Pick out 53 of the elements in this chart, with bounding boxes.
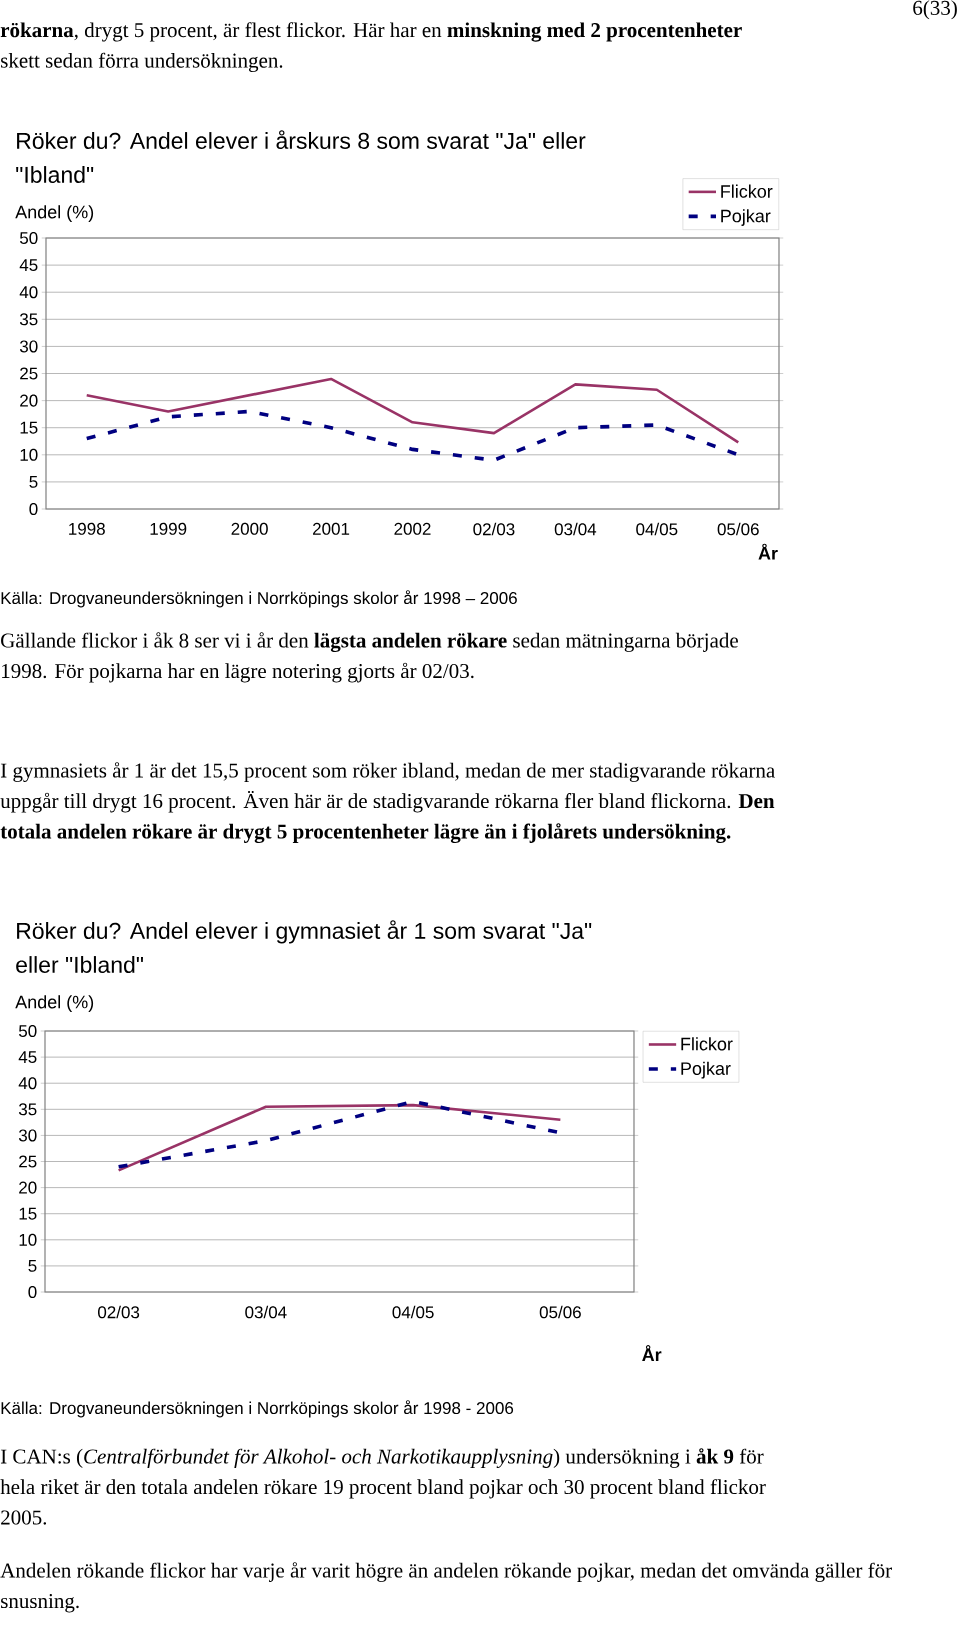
legend-label: Flickor [681,1037,733,1051]
y-tick-label: 0 [29,502,38,516]
y-tick-label: 35 [18,1103,37,1116]
text: I gymnasiets år 1 är det 15,5 procent som röker ibland, medan de mer stadigvarande rökarna uppgår till drygt 16 procent. Även här är de stadigvarande rökarna fler bland flickorna. Den totala andelen rökare är drygt 5 procentenheter lägre än i fjolårets undersökning. [0,762,775,844]
y-tick-label: 35 [19,313,38,326]
text: Källa: Drogvaneundersökningen i Norrköpings skolor år 1998 - 2006 [1,1400,514,1418]
x-tick-label: 2002 [394,522,431,535]
x-tick-label: 02/03 [473,522,515,536]
x-tick-label: 1999 [150,522,187,535]
y-tick-label: 20 [19,1181,37,1194]
y-tick-label: 20 [20,394,38,407]
x-tick-label: 02/03 [98,1305,140,1319]
x-tick-label: 1998 [69,522,105,535]
x-tick-label: 05/06 [717,522,759,536]
x-tick-label: 03/04 [554,522,597,536]
text: Andelen rökande flickor har varje år varit högre än andelen rökande pojkar, medan det omvända gäller för snusning. [0,1562,892,1613]
y-tick-label: 0 [28,1285,37,1299]
x-tick-label: 2001 [313,522,350,535]
y-tick-label: 40 [19,286,38,299]
y-tick-label: 50 [19,231,38,245]
y-tick-label: 30 [18,1129,37,1142]
x-tick-label: 04/05 [392,1305,434,1319]
legend-label: Flickor [721,184,773,198]
text: Gällande flickor i åk 8 ser vi i år den lägsta andelen rökare sedan mätningarna började 1998. För pojkarna har en lägre notering gjorts år 02/03. [1,632,738,683]
chart-title: Röker du? Andel elever i årskurs 8 som svarat "Ja" eller "Ibland" [16,130,586,183]
x-axis-title: År [642,1345,662,1362]
y-tick-label: 10 [19,1233,37,1246]
text: I CAN:s (Centralförbundet för Alkohol- och Narkotikaupplysning) undersökning i åk 9 för hela riket är den totala andelen rökare 19 procent bland pojkar och 30 procent bland flickor 2005. [0,1448,766,1525]
y-tick-label: 15 [19,1207,37,1220]
y-tick-label: 40 [18,1077,37,1090]
y-tick-label: 45 [18,1051,37,1064]
text: 6(33) [913,0,957,20]
y-tick-label: 45 [19,259,38,272]
x-tick-label: 03/04 [245,1305,287,1319]
y-tick-label: 10 [20,448,38,461]
x-tick-label: 04/05 [636,522,678,536]
x-tick-label: 2000 [231,522,268,535]
legend-label: Pojkar [681,1061,731,1079]
y-tick-label: 50 [18,1025,37,1038]
y-tick-label: 15 [20,421,38,434]
chart-title: Röker du? Andel elever i gymnasiet år 1 som svarat "Ja" eller "Ibland" [16,920,592,973]
y-tick-label: 5 [29,475,38,488]
y-axis-title: Andel (%) [15,995,94,1012]
legend-label: Pojkar [721,209,771,226]
y-tick-label: 25 [20,367,38,380]
y-tick-label: 5 [28,1259,37,1272]
text: rökarna, drygt 5 procent, är flest flickor. Här har en minskning med 2 procentenheter skett sedan förra undersökningen. [0,22,742,73]
y-axis-title: Andel (%) [15,205,94,222]
y-tick-label: 30 [19,340,38,353]
x-axis-title: År [758,543,778,560]
y-tick-label: 25 [19,1155,37,1168]
text: Källa: Drogvaneundersökningen i Norrköpings skolor år 1998 – 2006 [1,590,517,608]
x-tick-label: 05/06 [539,1305,581,1319]
